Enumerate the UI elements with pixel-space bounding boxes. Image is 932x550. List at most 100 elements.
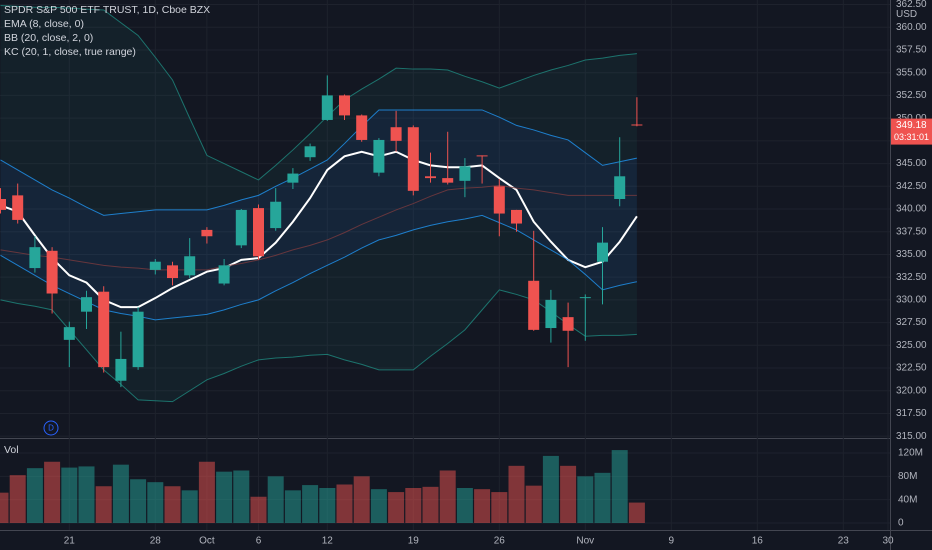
volume-label: Vol [4, 444, 19, 456]
volume-bars [0, 450, 645, 523]
volume-bar [319, 488, 336, 523]
volume-bar [560, 465, 577, 523]
candle-body [201, 229, 213, 237]
volume-bar [525, 485, 542, 523]
candle-body [373, 139, 385, 173]
candle-body [579, 297, 591, 299]
x-tick-label: 28 [150, 536, 162, 547]
y-tick-label: 345.00 [896, 158, 927, 169]
y-tick-label: 342.50 [896, 181, 927, 192]
y-tick-label: 335.00 [896, 249, 927, 260]
candle-body [287, 173, 299, 183]
volume-bar [26, 468, 43, 523]
volume-bar [216, 471, 233, 523]
y-tick-label: 360.00 [896, 22, 927, 33]
candle-body [149, 261, 161, 270]
candle-body [167, 265, 178, 279]
volume-bar [370, 489, 387, 523]
candle-body [476, 155, 488, 157]
y-tick-label: 322.50 [896, 363, 927, 374]
volume-bar [9, 475, 26, 523]
x-tick-label: 16 [752, 536, 764, 547]
candle-body [407, 127, 419, 191]
candle-body [81, 297, 92, 312]
x-tick-label: 30 [882, 536, 894, 547]
volume-bar [61, 467, 78, 523]
candle-body [98, 291, 110, 368]
y-tick-label: 362.50 [896, 0, 927, 10]
volume-bar [130, 479, 147, 523]
volume-bar [336, 484, 353, 523]
marker-circle[interactable] [43, 420, 59, 436]
candle-body [597, 242, 608, 262]
band-fill [0, 5, 637, 402]
volume-bar [250, 496, 267, 523]
candle-body [356, 115, 368, 140]
x-tick-label: 6 [256, 536, 262, 547]
candle-body [12, 195, 24, 220]
y-tick-label: 327.50 [896, 317, 927, 328]
candle-body [63, 327, 75, 340]
y-tick-label: 357.50 [896, 45, 927, 56]
candle-body [511, 209, 522, 224]
volume-bar [0, 492, 9, 523]
y-tick-label: 315.00 [896, 431, 927, 442]
volume-bar [44, 461, 61, 523]
y-tick-label: 332.50 [896, 272, 927, 283]
candle-body [459, 166, 471, 181]
legend-entry: EMA (8, close, 0) [4, 18, 84, 30]
x-tick-label: Oct [199, 536, 215, 547]
candle-body [528, 280, 540, 330]
volume-bar [353, 476, 370, 523]
last-price-label: 349.18 [896, 120, 927, 131]
volume-tick-label: 40M [898, 494, 917, 505]
grid [0, 0, 890, 530]
countdown-label: 03:31:01 [894, 132, 929, 142]
candle-body [270, 201, 282, 229]
legend-entry: BB (20, close, 2, 0) [4, 32, 93, 44]
volume-bar [611, 450, 628, 523]
candle-body [304, 146, 316, 158]
volume-tick-label: 0 [898, 518, 904, 529]
volume-bar [95, 486, 112, 523]
y-tick-label: 337.50 [896, 226, 927, 237]
candle-body [545, 299, 557, 329]
marker-label[interactable]: D [48, 424, 54, 433]
volume-bar [577, 476, 594, 523]
y-tick-label: 330.00 [896, 295, 927, 306]
volume-bar [147, 482, 164, 523]
chart-title: SPDR S&P 500 ETF TRUST, 1D, Cboe BZX [4, 4, 210, 16]
x-tick-label: 19 [408, 536, 420, 547]
volume-bar [78, 466, 95, 523]
candle-body [425, 176, 436, 179]
volume-bar [198, 461, 215, 523]
candle-body [115, 358, 127, 381]
candle-body [321, 95, 333, 120]
volume-bar [112, 464, 129, 523]
volume-bar [594, 472, 611, 523]
candle-body [0, 199, 6, 210]
candle-body [614, 176, 626, 200]
candle-body [442, 178, 454, 183]
volume-bar [456, 488, 473, 523]
volume-bar [181, 490, 198, 523]
y-tick-label: 320.00 [896, 385, 927, 396]
volume-tick-label: 80M [898, 471, 917, 482]
band-line [0, 109, 638, 216]
axes: 315.00 317.50 320.00 322.50 325.00 327.50 330.… [64, 0, 932, 547]
currency-label: USD [896, 9, 917, 20]
volume-bar [284, 490, 301, 523]
candle-body [390, 127, 402, 141]
candle-body [184, 256, 196, 276]
legend-entry: KC (20, 1, close, true range) [4, 46, 136, 58]
volume-bar [542, 455, 559, 523]
volume-bar [491, 492, 508, 523]
candle-body [339, 95, 350, 116]
volume-bar [233, 470, 250, 523]
x-tick-label: 12 [322, 536, 334, 547]
volume-bar [388, 492, 405, 523]
y-tick-label: 340.00 [896, 204, 927, 215]
candle-body [29, 247, 41, 269]
candle-body [46, 250, 58, 294]
